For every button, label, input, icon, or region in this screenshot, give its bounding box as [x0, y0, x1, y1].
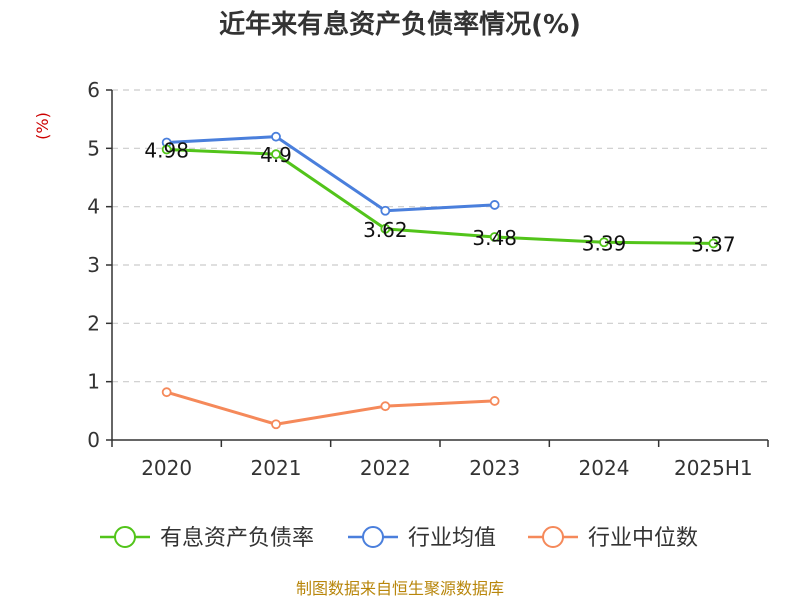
- series-point-0: [599, 237, 609, 248]
- x-tick-label: 2022: [360, 456, 411, 480]
- series-point-1: [380, 205, 391, 216]
- y-tick-label: 6: [87, 78, 100, 102]
- data-labels: 4.98 4.9 3.62 3.48 3.39 3.37: [144, 139, 735, 257]
- series-point-2: [380, 401, 391, 412]
- x-tick-label: 2025H1: [674, 456, 753, 480]
- data-source-footer: 制图数据来自恒生聚源数据库: [296, 579, 504, 598]
- legend-swatch-marker: [542, 526, 564, 548]
- series-point-0: [708, 238, 719, 249]
- legend-label: 行业中位数: [588, 526, 698, 551]
- series-line-0: [166, 148, 714, 245]
- legend: 有息资产负债率 行业均值 行业中位数: [100, 526, 698, 551]
- x-tick-label: 2021: [251, 456, 302, 480]
- x-tick-label: 2023: [469, 456, 520, 480]
- y-tick-label: 1: [87, 370, 100, 394]
- series-point-1: [489, 200, 500, 210]
- data-label: 3.48: [472, 226, 517, 250]
- legend-label: 行业均值: [408, 526, 496, 551]
- series-line-2: [166, 390, 495, 426]
- x-tick-label: 2024: [579, 456, 630, 480]
- data-label: 4.9: [260, 143, 292, 167]
- data-label: 3.62: [363, 218, 408, 242]
- axes: 0 1 2 3 4 5 6 2020 2021 2022 2023 2024 2025H1: [87, 78, 769, 480]
- data-label: 3.37: [691, 232, 736, 256]
- series-point-1: [271, 131, 281, 142]
- data-label: 3.39: [582, 231, 627, 255]
- y-tick-label: 3: [87, 253, 100, 277]
- series-point-2: [161, 387, 172, 398]
- data-label: 4.98: [144, 139, 189, 163]
- series-point-2: [489, 396, 500, 406]
- legend-swatch-marker: [114, 526, 136, 548]
- y-axis-unit: (%): [33, 112, 52, 140]
- series-point-0: [489, 232, 500, 242]
- y-tick-label: 5: [87, 136, 100, 160]
- y-tick-label: 2: [87, 311, 100, 335]
- legend-label: 有息资产负债率: [160, 526, 314, 551]
- chart-title: 近年来有息资产负债率情况(%): [219, 9, 581, 40]
- series-point-2: [271, 419, 281, 430]
- series-line-1: [166, 135, 495, 213]
- series-point-0: [161, 144, 172, 155]
- series-lines: [161, 131, 719, 430]
- gridlines: [112, 89, 768, 383]
- y-tick-label: 0: [87, 428, 100, 452]
- x-tick-label: 2020: [141, 456, 192, 480]
- series-point-0: [271, 149, 281, 160]
- series-point-0: [380, 223, 391, 234]
- y-tick-label: 4: [87, 195, 100, 219]
- legend-swatch-marker: [362, 526, 384, 548]
